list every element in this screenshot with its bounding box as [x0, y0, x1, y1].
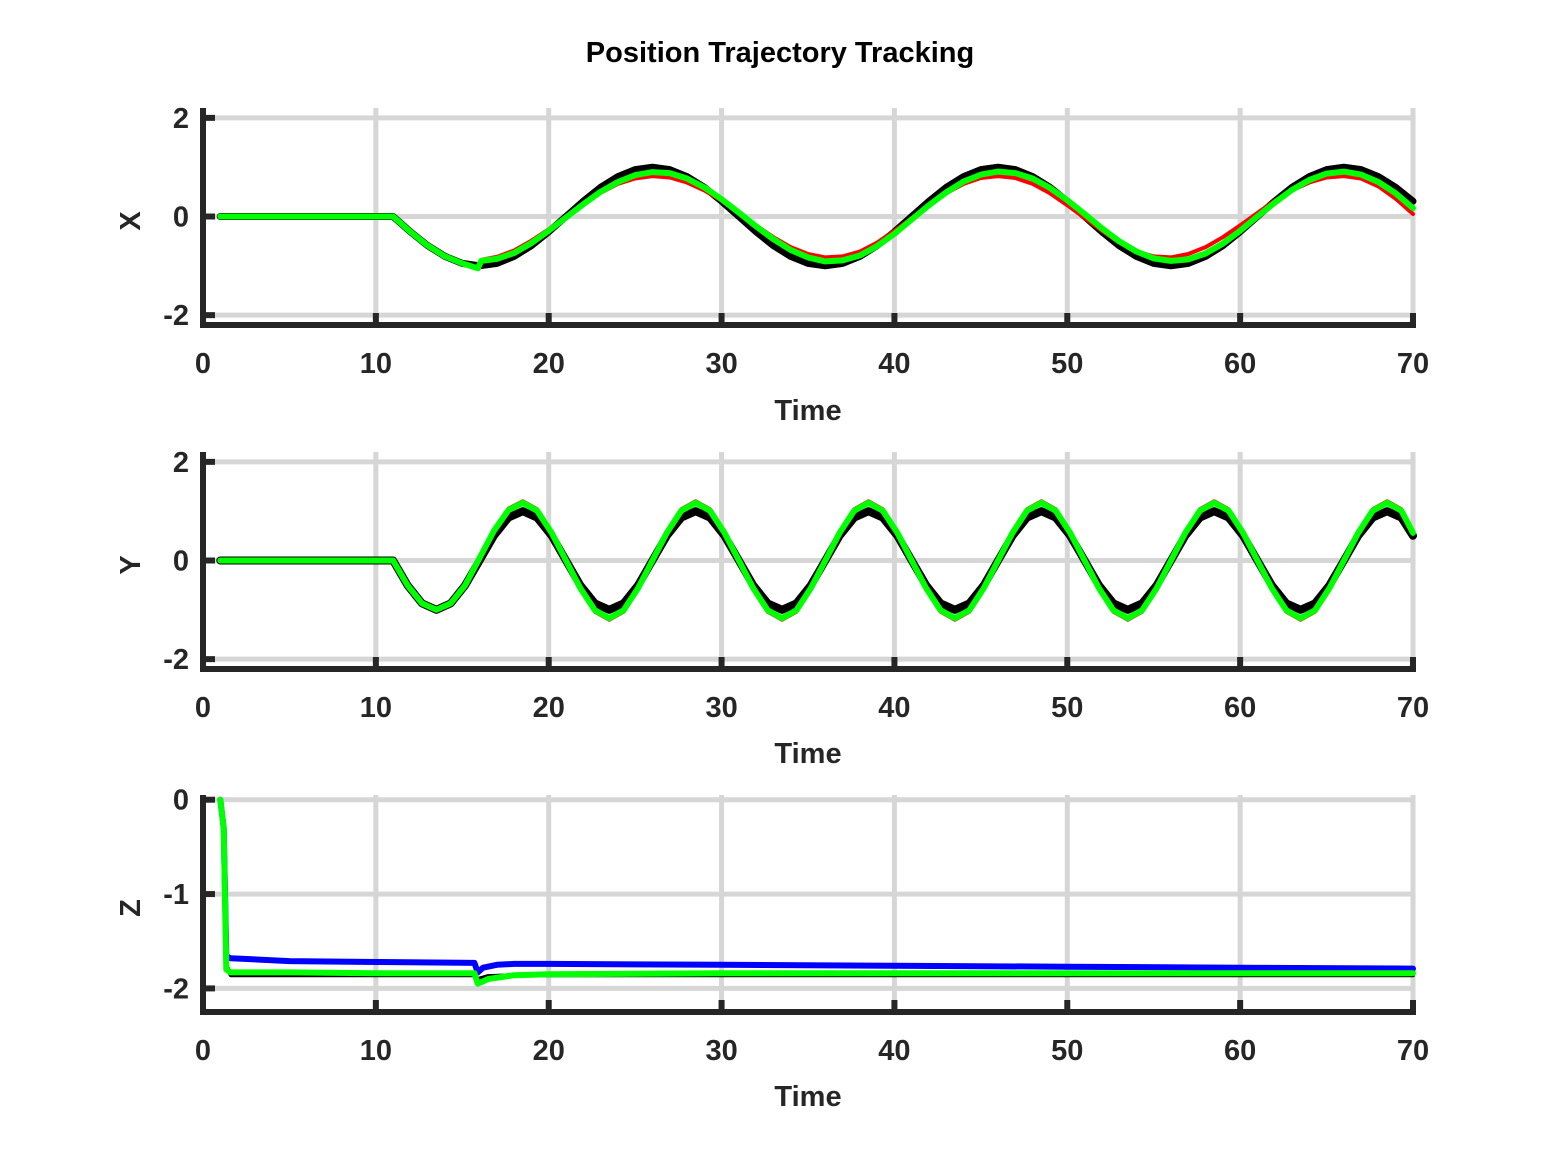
y-tick-label: 2	[173, 447, 189, 479]
x-tick-label: 70	[1397, 692, 1429, 724]
y-axis-label: Y	[115, 555, 147, 574]
y-tick-label: 2	[173, 103, 189, 135]
x-tick-label: 60	[1224, 692, 1256, 724]
x-tick-label: 30	[705, 1035, 737, 1067]
y-tick-label: -2	[163, 644, 189, 676]
x-tick-label: 40	[878, 1035, 910, 1067]
x-tick-label: 10	[360, 1035, 392, 1067]
x-axis-label: Time	[774, 738, 841, 770]
series-line	[217, 168, 1416, 272]
x-tick-label: 0	[195, 348, 211, 380]
subplot-z: Z Time 0 10 20 30 40 50 60 70 -2 -1 0	[115, 785, 1429, 1113]
series-line	[217, 499, 1416, 622]
x-axis-label: Time	[774, 395, 841, 427]
x-tick-label: 60	[1224, 1035, 1256, 1067]
x-tick-label: 10	[360, 348, 392, 380]
x-tick-label: 60	[1224, 348, 1256, 380]
x-axis-label: Time	[774, 1081, 841, 1113]
x-tick-label: 70	[1397, 1035, 1429, 1067]
x-tick-label: 40	[878, 348, 910, 380]
x-tick-label: 30	[705, 692, 737, 724]
y-axis-label: X	[115, 211, 147, 231]
y-tick-label: -1	[163, 879, 189, 911]
y-axis-label: Z	[115, 899, 147, 917]
x-tick-label: 70	[1397, 348, 1429, 380]
x-tick-label: 40	[878, 692, 910, 724]
subplot-y: Y Time 0 10 20 30 40 50 60 70-202	[115, 447, 1429, 770]
series-line	[217, 796, 1416, 987]
x-tick-label: 0	[195, 692, 211, 724]
series-line	[217, 796, 1416, 976]
y-tick-label: -2	[163, 300, 189, 332]
x-tick-label: 50	[1051, 692, 1083, 724]
x-tick-label: 20	[533, 692, 565, 724]
y-tick-label: -2	[163, 973, 189, 1005]
x-tick-label: 10	[360, 692, 392, 724]
x-tick-label: 50	[1051, 348, 1083, 380]
x-tick-label: 50	[1051, 1035, 1083, 1067]
x-tick-label: 20	[533, 348, 565, 380]
x-tick-label: 20	[533, 1035, 565, 1067]
y-tick-label: 0	[173, 785, 189, 817]
subplot-x: X Time 0 10 20 30 40 50 60 70-202	[115, 103, 1429, 427]
y-tick-label: 0	[173, 202, 189, 234]
x-tick-label: 0	[195, 1035, 211, 1067]
y-tick-label: 0	[173, 546, 189, 578]
x-tick-label: 30	[705, 348, 737, 380]
chart-title: Position Trajectory Tracking	[586, 37, 974, 69]
